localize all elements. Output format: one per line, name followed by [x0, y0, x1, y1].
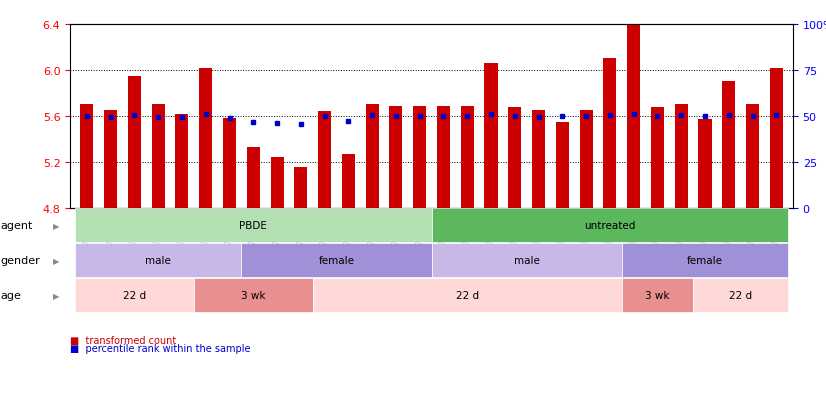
Bar [627, 25, 640, 209]
Text: male: male [145, 256, 171, 266]
Bar [223, 119, 236, 209]
Bar [104, 111, 117, 209]
Text: 22 d: 22 d [456, 291, 479, 301]
Bar [461, 106, 474, 209]
Text: female: female [687, 256, 723, 266]
Bar [80, 105, 93, 209]
Bar [770, 69, 783, 209]
Bar [294, 167, 307, 209]
Bar [746, 105, 759, 209]
Bar [675, 105, 688, 209]
Text: ■  transformed count: ■ transformed count [70, 335, 177, 345]
Bar [437, 106, 450, 209]
Text: ▶: ▶ [53, 256, 59, 265]
Bar [508, 107, 521, 209]
Bar [128, 76, 141, 209]
Bar [199, 69, 212, 209]
Bar [603, 59, 616, 209]
Bar [532, 111, 545, 209]
Text: agent: agent [1, 221, 33, 230]
Bar [342, 154, 355, 209]
Text: 3 wk: 3 wk [241, 291, 265, 301]
Bar [389, 106, 402, 209]
Bar [651, 107, 664, 209]
Text: age: age [1, 291, 21, 301]
Bar [318, 112, 331, 209]
Text: 22 d: 22 d [729, 291, 752, 301]
Bar [580, 111, 593, 209]
Bar [413, 106, 426, 209]
Bar [485, 64, 497, 209]
Bar [270, 158, 283, 209]
Bar [699, 120, 711, 209]
Text: untreated: untreated [584, 221, 635, 230]
Text: gender: gender [1, 256, 40, 266]
Text: ▶: ▶ [53, 291, 59, 300]
Text: ▶: ▶ [53, 221, 59, 230]
Bar [722, 82, 735, 209]
Bar [152, 105, 164, 209]
Text: male: male [514, 256, 539, 266]
Text: PBDE: PBDE [240, 221, 268, 230]
Bar [247, 148, 260, 209]
Text: 22 d: 22 d [123, 291, 146, 301]
Text: ■  percentile rank within the sample: ■ percentile rank within the sample [70, 343, 251, 353]
Bar [556, 122, 569, 209]
Text: female: female [319, 256, 354, 266]
Text: 3 wk: 3 wk [645, 291, 670, 301]
Bar [175, 114, 188, 209]
Bar [366, 105, 378, 209]
